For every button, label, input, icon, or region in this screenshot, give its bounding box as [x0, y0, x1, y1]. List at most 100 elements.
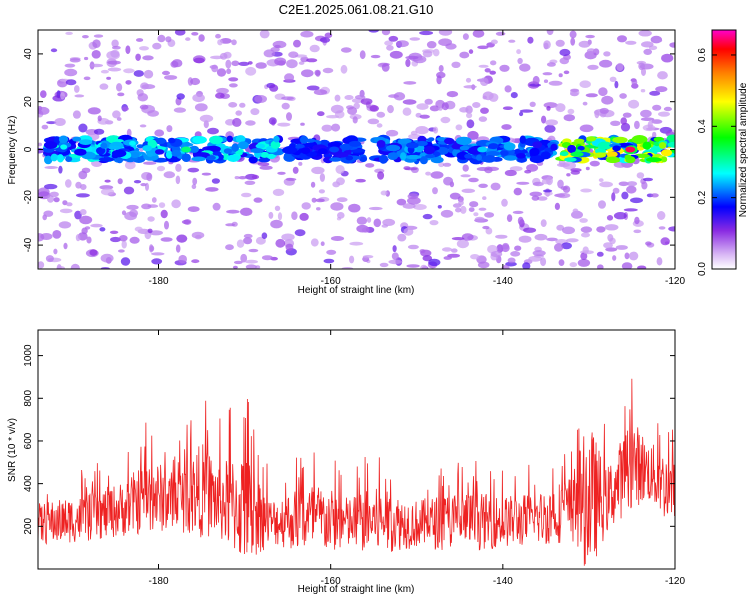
- heatmap-noise-cell: [504, 85, 512, 93]
- heatmap-noise-cell: [579, 218, 588, 223]
- heatmap-noise-cell: [288, 51, 299, 58]
- heatmap-ridge-cell: [425, 154, 435, 159]
- heatmap-ridge-cell: [593, 152, 607, 158]
- heatmap-noise-cell: [567, 108, 575, 115]
- heatmap-noise-cell: [468, 49, 474, 54]
- heatmap-ridge-cell: [43, 141, 58, 150]
- heatmap-noise-cell: [316, 207, 321, 211]
- heatmap-noise-cell: [337, 212, 345, 219]
- heatmap-noise-cell: [465, 77, 472, 83]
- heatmap-noise-cell: [403, 81, 417, 85]
- heatmap-ridge-cell: [488, 143, 499, 150]
- heatmap-noise-cell: [647, 120, 653, 130]
- heatmap-ridge-cell: [329, 157, 342, 162]
- heatmap-noise-cell: [640, 109, 652, 118]
- heatmap-noise-cell: [472, 30, 485, 38]
- heatmap-ridge-cell: [486, 151, 501, 156]
- heatmap-noise-cell: [91, 50, 101, 59]
- heatmap-noise-cell: [340, 47, 352, 53]
- heatmap-noise-cell: [330, 236, 345, 241]
- heatmap-ridge-cell: [559, 151, 569, 157]
- heatmap-noise-cell: [382, 218, 396, 226]
- heatmap-noise-cell: [532, 75, 540, 85]
- heatmap-noise-cell: [106, 76, 111, 80]
- heatmap-noise-cell: [623, 208, 638, 212]
- heatmap-noise-cell: [129, 209, 139, 217]
- heatmap-noise-cell: [392, 245, 397, 253]
- heatmap-noise-cell: [313, 89, 328, 96]
- heatmap-noise-cell: [87, 107, 101, 115]
- heatmap-noise-cell: [467, 130, 479, 140]
- heatmap-noise-cell: [354, 94, 366, 100]
- heatmap-noise-cell: [232, 117, 242, 127]
- heatmap-noise-cell: [462, 164, 469, 172]
- heatmap-noise-cell: [460, 205, 467, 214]
- heatmap-noise-cell: [540, 219, 547, 228]
- heatmap-noise-cell: [569, 30, 577, 39]
- heatmap-noise-cell: [557, 179, 564, 189]
- heatmap-noise-cell: [247, 61, 253, 65]
- heatmap-noise-cell: [656, 257, 663, 266]
- heatmap-noise-cell: [317, 111, 325, 117]
- heatmap-ridge-cell: [482, 155, 496, 163]
- heatmap-noise-cell: [482, 225, 490, 230]
- heatmap-noise-cell: [596, 251, 604, 257]
- heatmap-noise-cell: [386, 45, 394, 51]
- heatmap-ridge-cell: [631, 135, 648, 144]
- heatmap-noise-cell: [638, 62, 645, 71]
- heatmap-noise-cell: [640, 89, 646, 93]
- heatmap-noise-cell: [587, 64, 599, 70]
- heatmap-ridge-cell: [529, 147, 540, 156]
- heatmap-ridge-cell: [564, 157, 577, 162]
- heatmap-noise-cell: [405, 58, 411, 68]
- heatmap-noise-cell: [244, 180, 256, 185]
- heatmap-noise-cell: [581, 232, 590, 238]
- heatmap-noise-cell: [598, 87, 608, 97]
- heatmap-ridge-cell: [658, 142, 667, 149]
- heatmap-ridge-cell: [165, 150, 173, 159]
- heatmap-noise-cell: [531, 195, 540, 201]
- heatmap-noise-cell: [558, 259, 565, 266]
- heatmap-noise-cell: [336, 197, 348, 203]
- heatmap-ridge-cell: [577, 145, 585, 151]
- heatmap-noise-cell: [274, 44, 281, 48]
- heatmap-noise-cell: [175, 163, 182, 172]
- heatmap-noise-cell: [212, 202, 221, 211]
- heatmap-ridge-cell: [79, 139, 93, 146]
- heatmap-noise-cell: [614, 80, 619, 89]
- heatmap-noise-cell: [598, 178, 604, 183]
- heatmap-noise-cell: [268, 117, 277, 125]
- heatmap-noise-cell: [311, 197, 317, 203]
- heatmap-ridge-cell: [397, 138, 412, 144]
- heatmap-noise-cell: [509, 166, 523, 172]
- heatmap-noise-cell: [352, 116, 358, 124]
- heatmap-noise-cell: [580, 226, 593, 233]
- heatmap-noise-cell: [376, 111, 386, 118]
- heatmap-noise-cell: [330, 202, 344, 211]
- heatmap-noise-cell: [191, 32, 199, 36]
- snr-x-ticks: -180 -160 -140 -120: [149, 330, 685, 587]
- heatmap-noise-cell: [458, 199, 464, 206]
- heatmap-noise-cell: [245, 259, 258, 264]
- heatmap-noise-cell: [353, 102, 361, 110]
- snr-frame: [37, 329, 676, 570]
- heatmap-noise-cell: [270, 219, 283, 229]
- heatmap-noise-cell: [107, 60, 121, 65]
- heatmap-noise-cell: [456, 239, 469, 249]
- heatmap-noise-cell: [109, 230, 119, 234]
- heatmap-noise-cell: [463, 85, 477, 89]
- heatmap-noise-cell: [472, 102, 481, 108]
- heatmap-noise-cell: [284, 73, 295, 82]
- heatmap-noise-cell: [118, 249, 125, 253]
- heatmap-noise-cell: [657, 71, 668, 80]
- heatmap-noise-cell: [340, 64, 348, 74]
- heatmap-noise-cell: [495, 234, 508, 239]
- heatmap-noise-cell: [402, 107, 412, 116]
- heatmap-noise-cell: [157, 34, 166, 43]
- heatmap-ridge-cell: [282, 146, 298, 154]
- heatmap-noise-cell: [259, 165, 273, 170]
- heatmap-noise-cell: [570, 37, 576, 46]
- y-tick-label: 1000: [23, 344, 34, 367]
- heatmap-noise-cell: [577, 258, 591, 267]
- heatmap-noise-cell: [171, 199, 181, 209]
